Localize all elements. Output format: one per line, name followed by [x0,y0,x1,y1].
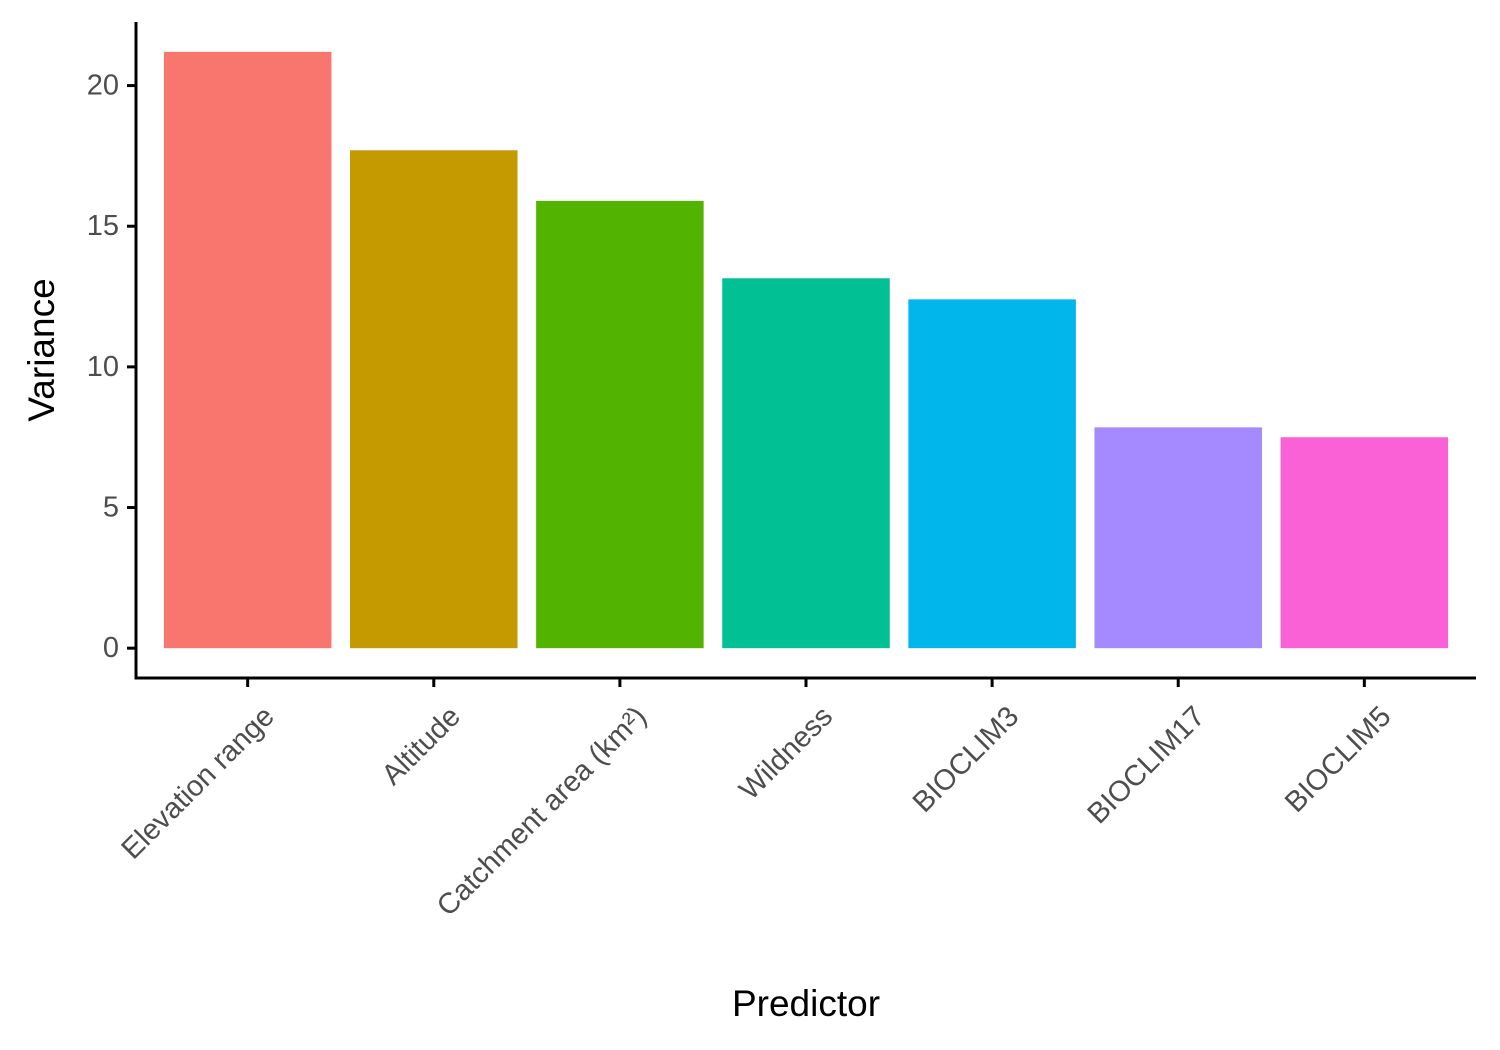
bar-1 [163,51,332,649]
x-axis-title: Predictor [732,983,880,1024]
bar-6 [1094,427,1262,649]
y-tick-label: 5 [103,492,119,524]
x-tick-label: BIOCLIM17 [1082,700,1212,830]
x-tick-label: Altitude [376,700,467,791]
y-tick-label: 15 [87,210,119,242]
bar-7 [1280,437,1449,649]
y-axis-title: Variance [21,278,62,421]
bar-5 [908,299,1076,649]
y-tick-label: 10 [87,351,119,383]
x-tick-label: BIOCLIM3 [907,700,1025,818]
bar-4 [722,278,890,649]
x-tick-label: Catchment area (km²) [431,700,653,922]
bars-group [163,51,1449,649]
y-tick-label: 20 [87,70,119,102]
x-tick-label: BIOCLIM5 [1279,700,1397,818]
y-axis-ticks: 0 5 10 15 20 [87,70,136,664]
y-tick-label: 0 [103,632,119,664]
bar-2 [350,150,518,649]
x-tick-label: Elevation range [116,700,281,865]
bar-3 [536,200,704,649]
x-tick-label: Wildness [733,700,839,806]
